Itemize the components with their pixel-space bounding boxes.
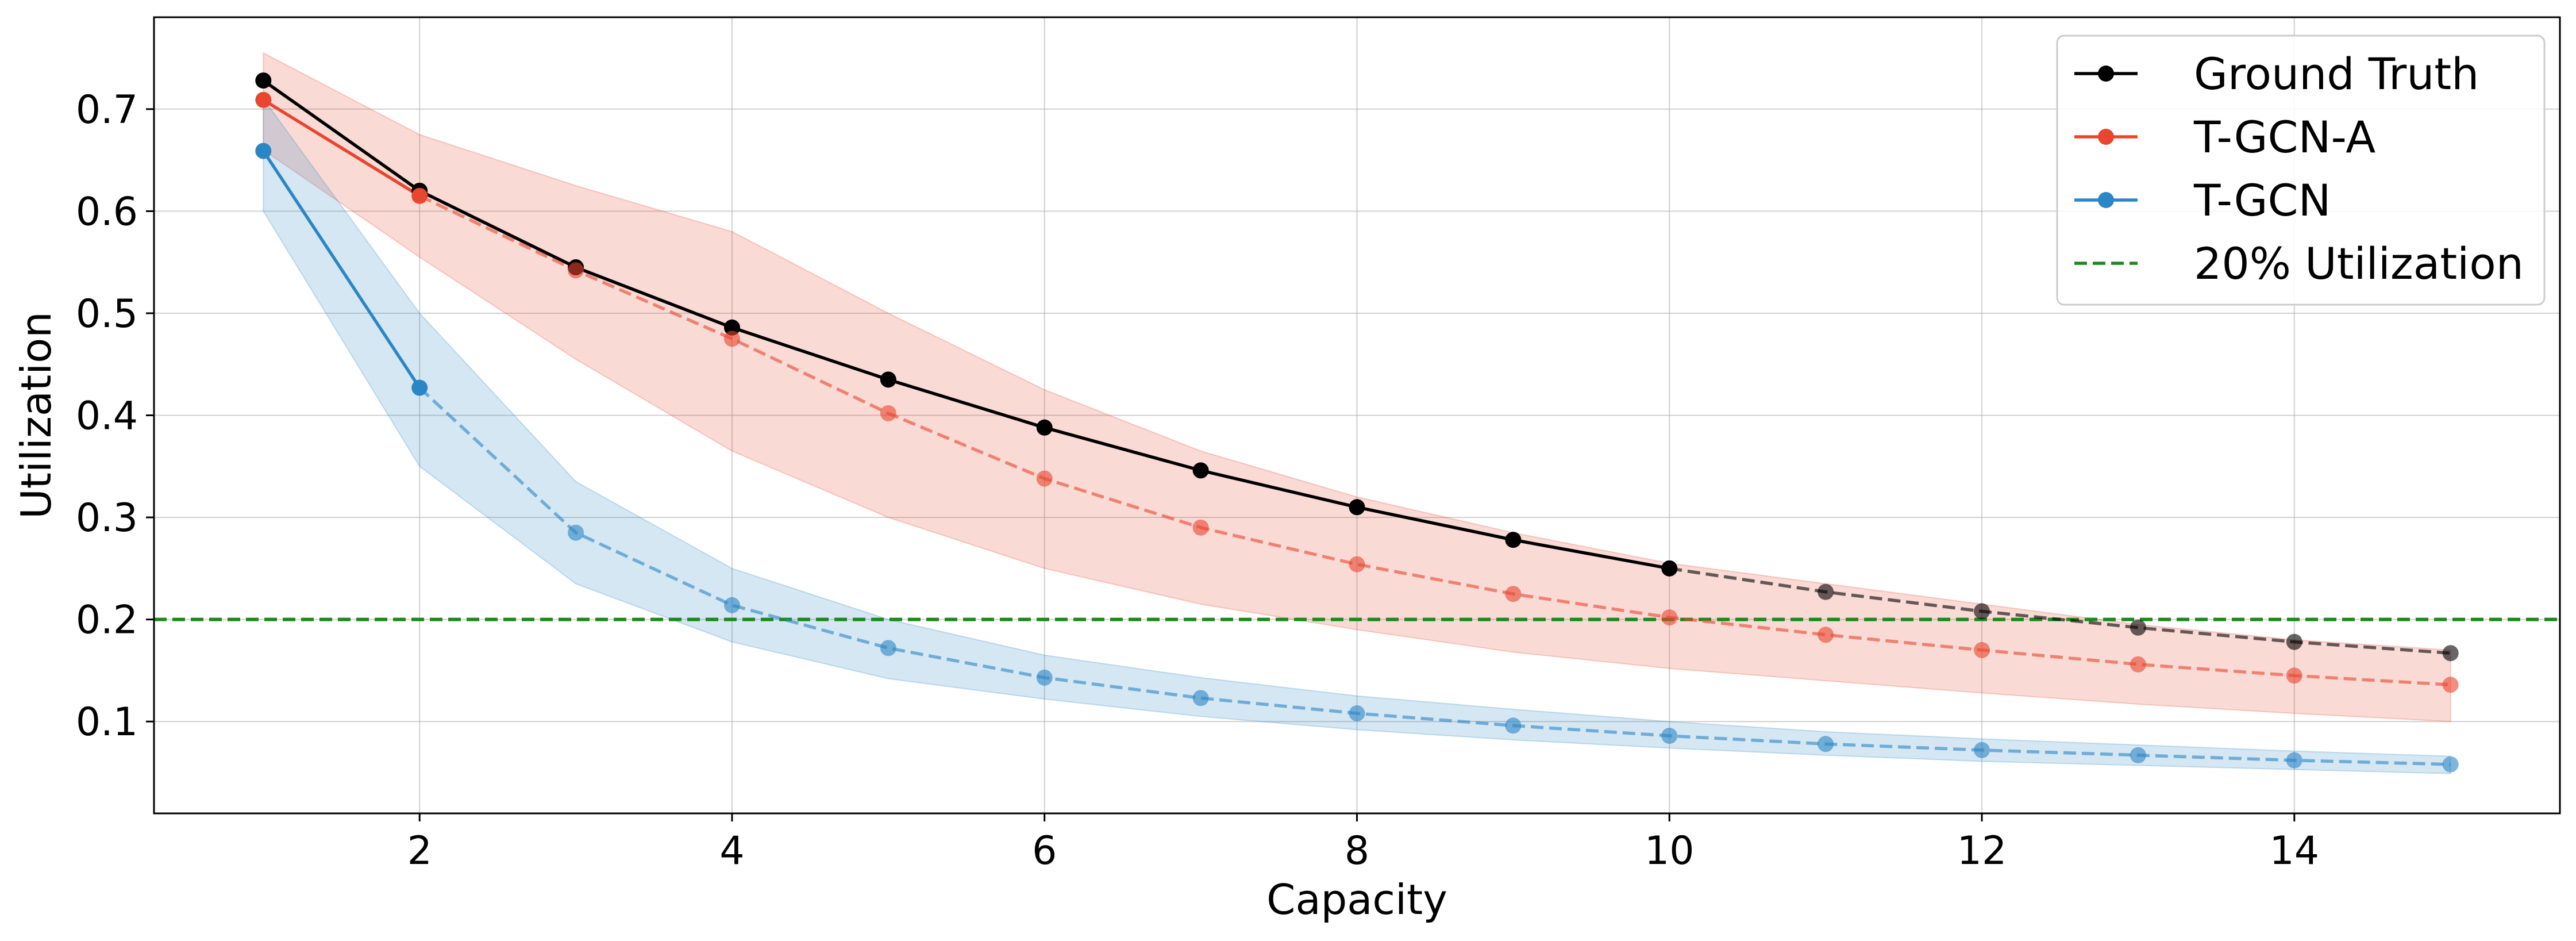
confidence-bands: [263, 52, 2451, 774]
ground-truth-point: [1661, 560, 1678, 577]
grid: [154, 17, 2560, 813]
y-tick-label: 0.6: [76, 189, 138, 235]
t-gcn-a-point: [411, 187, 428, 204]
y-tick-label: 0.2: [76, 598, 138, 643]
t-gcn-line-solid: [262, 150, 421, 389]
t-gcn-a-point: [1974, 642, 1990, 658]
t-gcn-point: [1505, 717, 1522, 734]
t-gcn-band: [263, 97, 2451, 774]
t-gcn-a-point: [880, 405, 896, 421]
t-gcn-a-point: [1818, 627, 1834, 643]
t-gcn-a-line-solid: [262, 98, 421, 198]
legend-label: Ground Truth: [2194, 48, 2479, 99]
t-gcn-point: [411, 379, 428, 396]
y-tick-label: 0.1: [76, 700, 138, 745]
legend-label: T-GCN-A: [2193, 112, 2375, 163]
series-markers: [255, 72, 2459, 773]
ground-truth-point: [2442, 645, 2459, 662]
x-tick-label: 2: [407, 828, 432, 874]
ground-truth-point: [2130, 619, 2146, 636]
t-gcn-point: [1036, 669, 1053, 686]
x-tick-label: 10: [1645, 828, 1695, 874]
t-gcn-a-point: [255, 91, 272, 108]
t-gcn-point: [2130, 747, 2146, 763]
legend-label: 20% Utilization: [2194, 238, 2524, 289]
ground-truth-line-dashed: [1669, 567, 2451, 655]
legend-item-20-utilization: 20% Utilization: [2074, 238, 2524, 289]
t-gcn-a-point: [1036, 470, 1053, 487]
legend-item-t-gcn-a: T-GCN-A: [2074, 112, 2375, 163]
x-tick-label: 8: [1345, 828, 1369, 874]
ground-truth-point: [1818, 583, 1834, 600]
t-gcn-a-point: [568, 262, 584, 279]
x-axis-title: Capacity: [1266, 875, 1447, 924]
x-axis-ticks: 2 4 6 8 10 12 14: [407, 813, 2319, 874]
ground-truth-point: [880, 371, 896, 388]
ground-truth-point: [1349, 499, 1365, 516]
ground-truth-point: [1505, 532, 1522, 548]
t-gcn-a-point: [2130, 656, 2146, 673]
t-gcn-point: [880, 640, 896, 656]
t-gcn-a-point: [1505, 586, 1522, 602]
t-gcn-point: [255, 143, 272, 159]
ground-truth-point: [1974, 603, 1990, 620]
t-gcn-point: [1818, 736, 1834, 752]
ground-truth-point: [1192, 462, 1209, 479]
t-gcn-a-point: [2286, 667, 2302, 684]
ground-truth-point: [2286, 633, 2302, 650]
t-gcn-a-point: [2442, 677, 2459, 693]
t-gcn-a-line-dashed: [419, 194, 2451, 687]
t-gcn-point: [2442, 756, 2459, 773]
t-gcn-a-point: [1192, 519, 1209, 536]
t-gcn-point: [1192, 690, 1209, 706]
x-tick-label: 14: [2270, 828, 2320, 874]
ground-truth-point: [1036, 419, 1053, 436]
ground-truth-point: [723, 319, 740, 336]
t-gcn-point: [1349, 705, 1365, 721]
t-gcn-point: [723, 597, 740, 613]
x-tick-label: 4: [719, 828, 744, 874]
t-gcn-point: [2286, 752, 2302, 769]
legend-item-ground-truth: Ground Truth: [2074, 48, 2479, 99]
legend-swatch-marker: [2098, 129, 2114, 145]
legend-swatch-marker: [2098, 66, 2114, 82]
legend-swatch-marker: [2098, 192, 2114, 208]
t-gcn-a-point: [723, 331, 740, 347]
t-gcn-line-dashed: [418, 386, 2451, 766]
legend-box: [2056, 34, 2546, 306]
t-gcn-a-point: [1661, 609, 1678, 626]
ground-truth-point: [255, 72, 272, 89]
ground-truth-line-solid: [262, 79, 1670, 570]
t-gcn-point: [1974, 742, 1990, 758]
y-tick-label: 0.7: [76, 87, 138, 133]
y-tick-label: 0.3: [76, 496, 138, 541]
series-lines: [262, 79, 2451, 766]
y-tick-label: 0.4: [76, 394, 138, 439]
t-gcn-a-band: [263, 52, 2451, 723]
y-axis-title: Utilization: [12, 312, 60, 519]
x-tick-label: 6: [1032, 828, 1057, 874]
y-axis-ticks: 0.1 0.2 0.3 0.4 0.5 0.6 0.7: [76, 87, 154, 745]
legend: Ground Truth T-GCN-A T-GCN 20% Utilization: [2056, 34, 2546, 306]
legend-item-t-gcn: T-GCN: [2074, 175, 2331, 226]
t-gcn-point: [568, 524, 584, 541]
y-tick-label: 0.5: [76, 291, 138, 337]
t-gcn-a-point: [1349, 556, 1365, 573]
t-gcn-point: [1661, 728, 1678, 744]
legend-label: T-GCN: [2193, 175, 2331, 226]
x-tick-label: 12: [1957, 828, 2007, 874]
